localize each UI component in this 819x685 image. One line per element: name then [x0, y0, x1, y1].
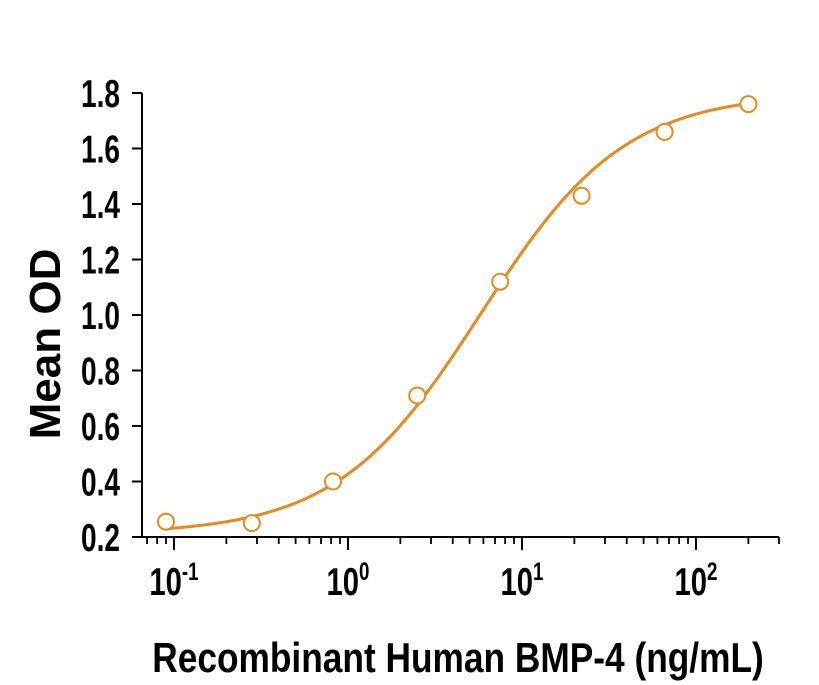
x-axis: 10-1 100 101 102 [146, 537, 780, 604]
y-tick-label: 0.8 [81, 350, 120, 394]
y-axis-title: Mean OD [21, 248, 70, 440]
svg-text:10-1: 10-1 [149, 557, 198, 604]
fit-curve [164, 101, 750, 531]
y-tick-label: 1.8 [81, 73, 120, 117]
svg-text:0.2: 0.2 [81, 517, 120, 561]
y-axis: 0.2 0.4 0.6 0.8 1.0 1.2 1.4 1.6 1.8 [81, 73, 142, 561]
y-tick-label: 1.6 [81, 128, 120, 172]
y-tick-label: 0.2 [81, 517, 120, 561]
svg-text:1.0: 1.0 [81, 295, 120, 339]
data-points [157, 95, 758, 533]
data-point [242, 514, 261, 533]
y-tick-label: 0.6 [81, 406, 120, 450]
svg-text:100: 100 [326, 557, 369, 604]
svg-text:1.6: 1.6 [81, 128, 120, 172]
axes-spines [141, 93, 779, 538]
y-tick-label: 1.4 [81, 184, 120, 228]
data-point [408, 386, 427, 405]
data-point [491, 272, 510, 291]
data-point [324, 472, 342, 491]
data-point [157, 512, 175, 531]
svg-text:1.4: 1.4 [81, 184, 120, 228]
svg-text:101: 101 [500, 557, 543, 604]
y-tick-label: 1.0 [81, 295, 120, 339]
svg-text:1.8: 1.8 [81, 73, 120, 117]
x-axis-title: Recombinant Human BMP-4 (ng/mL) [152, 634, 764, 681]
svg-text:0.4: 0.4 [81, 461, 120, 505]
y-tick-label: 1.2 [81, 239, 120, 283]
x-tick-label: 102 [675, 557, 718, 604]
x-tick-label: 10-1 [149, 557, 198, 604]
svg-text:0.8: 0.8 [81, 350, 120, 394]
svg-text:102: 102 [675, 557, 718, 604]
data-point [655, 122, 674, 141]
y-tick-label: 0.4 [81, 461, 120, 505]
x-tick-label: 101 [500, 557, 543, 604]
x-tick-label: 100 [326, 557, 369, 604]
data-point [572, 186, 591, 205]
svg-text:0.6: 0.6 [81, 406, 120, 450]
data-point [739, 95, 758, 114]
svg-text:1.2: 1.2 [81, 239, 120, 283]
